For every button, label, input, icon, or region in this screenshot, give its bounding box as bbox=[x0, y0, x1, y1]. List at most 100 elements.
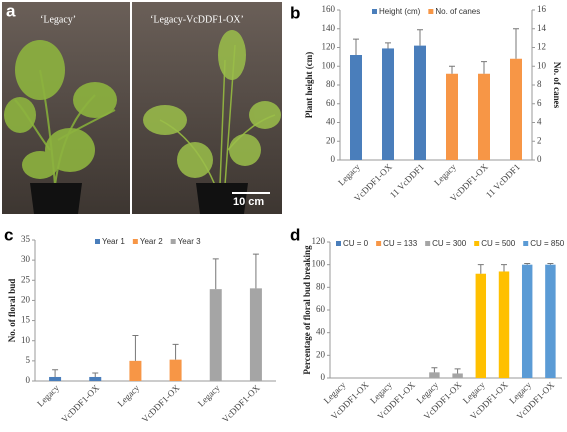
bar bbox=[478, 73, 490, 160]
legend-swatch bbox=[376, 241, 382, 246]
bar bbox=[545, 264, 556, 378]
y-tick-label: 10 bbox=[21, 335, 31, 345]
x-tick-label: Legacy bbox=[432, 161, 458, 187]
x-tick-label: 11 VcDDF1 bbox=[388, 162, 426, 200]
error-bar bbox=[477, 264, 484, 274]
y2-tick-label: 16 bbox=[537, 4, 547, 14]
y-tick-label: 25 bbox=[21, 274, 31, 284]
y2-tick-label: 2 bbox=[537, 135, 542, 145]
legend-swatch bbox=[336, 241, 341, 246]
y-tick-label: 0 bbox=[26, 375, 31, 385]
bar bbox=[414, 45, 426, 160]
error-bar bbox=[513, 28, 519, 59]
x-tick-label: VcDDF1-OX bbox=[59, 382, 101, 424]
error-bar bbox=[501, 264, 507, 272]
foliage-left bbox=[4, 40, 117, 179]
error-bar bbox=[252, 253, 259, 289]
legend-label: CU = 0 bbox=[343, 239, 369, 248]
pot-left bbox=[30, 183, 82, 214]
y2-tick-label: 14 bbox=[537, 23, 547, 33]
y-tick-label: 40 bbox=[316, 327, 326, 337]
error-bar bbox=[385, 42, 391, 49]
legend-label: Year 1 bbox=[102, 237, 125, 246]
legend-swatch bbox=[372, 9, 377, 14]
x-tick-label: Legacy bbox=[336, 161, 362, 187]
legend-swatch bbox=[428, 9, 434, 14]
error-bar bbox=[547, 263, 554, 265]
y-tick-label: 60 bbox=[316, 304, 326, 314]
legend-swatch bbox=[95, 239, 100, 244]
y-tick-label: 140 bbox=[322, 23, 336, 33]
foliage-right bbox=[143, 30, 281, 178]
error-bar bbox=[92, 372, 99, 377]
bar bbox=[169, 359, 182, 381]
y-tick-label: 15 bbox=[21, 315, 31, 325]
error-bar bbox=[481, 61, 487, 74]
y-tick-label: 100 bbox=[322, 60, 336, 70]
y-tick-label: 35 bbox=[21, 234, 31, 244]
legend-label: CU = 850 bbox=[530, 239, 565, 248]
bar bbox=[209, 289, 222, 381]
y-tick-label: 100 bbox=[312, 259, 326, 269]
bar bbox=[510, 58, 522, 160]
legend-swatch bbox=[170, 239, 176, 244]
panel-label: a bbox=[6, 1, 16, 20]
bar bbox=[452, 373, 463, 378]
legend-label: Year 3 bbox=[178, 237, 201, 246]
legend-swatch bbox=[474, 241, 480, 246]
y-tick-label: 20 bbox=[21, 294, 31, 304]
photo-label: ‘Legacy-VcDDF1-OX’ bbox=[150, 14, 244, 25]
bar bbox=[350, 55, 362, 160]
bar bbox=[429, 372, 440, 378]
bar bbox=[129, 360, 142, 381]
scale-label: 10 cm bbox=[233, 196, 264, 208]
y-tick-label: 80 bbox=[316, 281, 326, 291]
bar bbox=[49, 376, 62, 381]
y-tick-label: 120 bbox=[312, 236, 326, 246]
legend-label: CU = 300 bbox=[432, 239, 467, 248]
error-bar bbox=[431, 367, 438, 373]
y2-tick-label: 0 bbox=[537, 154, 542, 164]
y-tick-label: 0 bbox=[331, 154, 336, 164]
y-tick-label: 20 bbox=[326, 135, 336, 145]
y-axis-label: Plant height (cm) bbox=[304, 52, 314, 119]
legend-label: No. of canes bbox=[435, 7, 480, 16]
pot-right bbox=[196, 183, 248, 214]
y-tick-label: 80 bbox=[326, 79, 336, 89]
x-tick-label: Legacy bbox=[35, 382, 61, 408]
x-tick-label: Legacy bbox=[115, 382, 141, 408]
legend-swatch bbox=[523, 241, 529, 246]
y2-tick-label: 12 bbox=[537, 42, 546, 52]
y-tick-label: 120 bbox=[322, 42, 336, 52]
plant-right bbox=[159, 44, 276, 186]
bar bbox=[446, 73, 458, 160]
y-tick-label: 30 bbox=[21, 254, 31, 264]
panel-label: d bbox=[290, 225, 300, 244]
error-bar bbox=[353, 38, 359, 55]
bar bbox=[475, 273, 487, 378]
y2-tick-label: 6 bbox=[537, 98, 542, 108]
error-bar bbox=[449, 65, 455, 74]
y2-tick-label: 10 bbox=[537, 60, 547, 70]
bar bbox=[89, 376, 102, 381]
error-bar bbox=[212, 258, 219, 290]
y-axis-label: No. of floral bud bbox=[7, 279, 17, 343]
bar bbox=[521, 264, 533, 378]
x-tick-label: Legacy bbox=[196, 382, 222, 408]
error-bar bbox=[52, 369, 59, 377]
y-axis-label: Percentage of floral bud breaking bbox=[302, 245, 312, 375]
legend-swatch bbox=[132, 239, 138, 244]
photo-label: ‘Legacy’ bbox=[40, 14, 76, 25]
x-tick-label: VcDDF1-OX bbox=[140, 382, 182, 424]
error-bar bbox=[417, 29, 423, 46]
x-tick-label: 11 VcDDF1 bbox=[484, 162, 522, 200]
y-tick-label: 20 bbox=[316, 349, 326, 359]
photo-panel: a ‘Legacy’ ‘Legacy-VcDDF1-OX’ 10 cm bbox=[2, 1, 282, 214]
legend-label: Height (cm) bbox=[379, 7, 421, 16]
panel-label: b bbox=[290, 3, 300, 22]
panel-label: c bbox=[4, 225, 13, 244]
x-tick-label: VcDDF1-OX bbox=[220, 382, 262, 424]
y-tick-label: 40 bbox=[326, 117, 336, 127]
bar bbox=[382, 48, 394, 160]
